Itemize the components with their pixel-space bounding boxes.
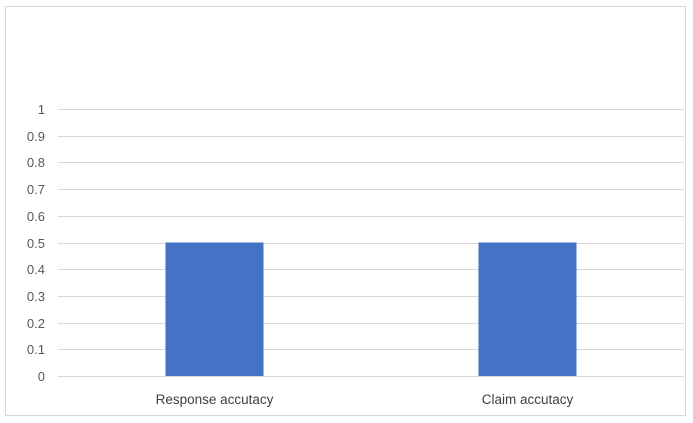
bars: [165, 242, 577, 376]
y-tick-label: 0.8: [27, 155, 45, 170]
y-axis-tick-labels: 0 0.1 0.2 0.3 0.4 0.5 0.6 0.7 0.8 0.9 1: [27, 102, 45, 384]
y-tick-label: 0.1: [27, 342, 45, 357]
y-tick-label: 0.7: [27, 182, 45, 197]
bar-1: [165, 242, 264, 376]
x-category-label: Claim accutacy: [482, 392, 574, 407]
y-tick-label: 0.4: [27, 262, 45, 277]
y-tick-label: 0.5: [27, 236, 45, 251]
x-category-label: Response accutacy: [156, 392, 274, 407]
y-tick-label: 0.2: [27, 316, 45, 331]
bar-2: [478, 242, 577, 376]
y-tick-label: 0: [38, 369, 45, 384]
y-tick-label: 0.9: [27, 129, 45, 144]
x-axis-category-labels: Response accutacy Claim accutacy: [156, 392, 574, 407]
y-tick-label: 0.3: [27, 289, 45, 304]
gridlines: [58, 109, 684, 377]
y-tick-label: 1: [38, 102, 45, 117]
y-tick-label: 0.6: [27, 209, 45, 224]
